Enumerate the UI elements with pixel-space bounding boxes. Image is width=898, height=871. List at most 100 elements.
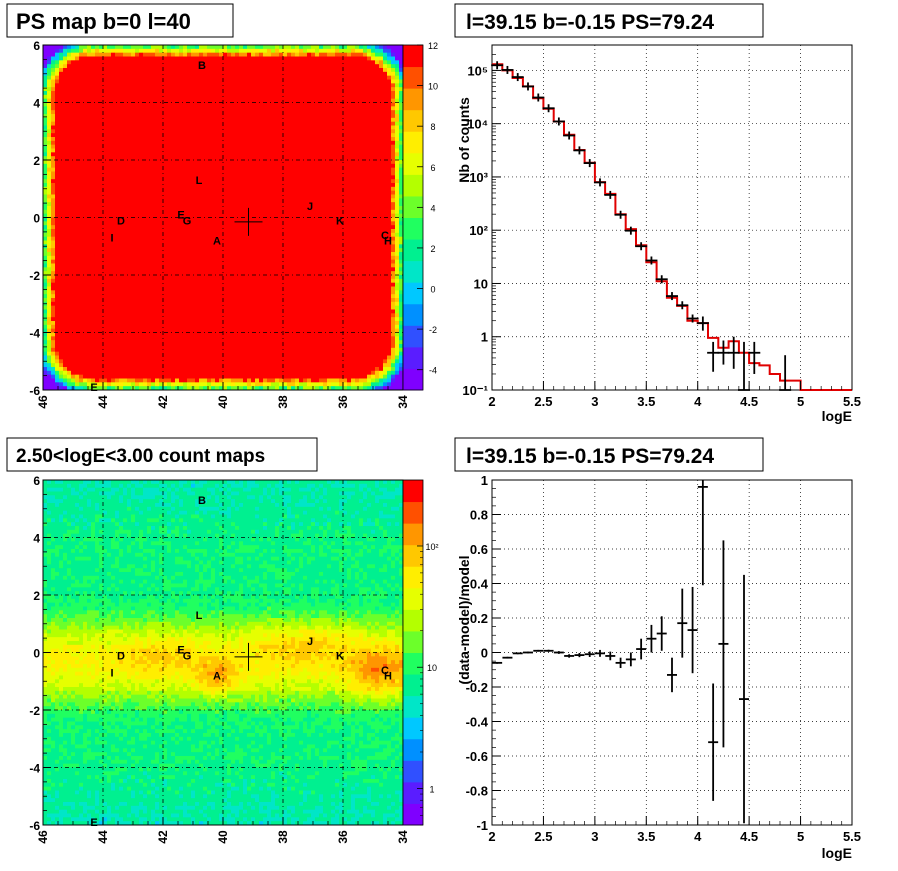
heatmap-cell bbox=[215, 190, 220, 195]
heatmap-cell bbox=[227, 255, 232, 261]
heatmap-cell bbox=[135, 186, 140, 192]
heatmap-cell bbox=[123, 56, 128, 61]
heatmap-cell bbox=[63, 114, 68, 119]
heatmap-cell bbox=[103, 206, 108, 211]
heatmap-cell bbox=[191, 363, 196, 368]
heatmap-cell bbox=[147, 125, 152, 130]
heatmap-cell bbox=[223, 198, 228, 203]
heatmap-cell bbox=[251, 98, 256, 103]
heatmap-cell bbox=[179, 363, 184, 368]
heatmap-cell bbox=[131, 202, 136, 207]
heatmap-cell bbox=[183, 301, 188, 307]
heatmap-cell bbox=[207, 317, 212, 322]
heatmap-cell bbox=[207, 359, 212, 364]
heatmap-cell bbox=[255, 309, 260, 314]
heatmap-cell bbox=[139, 106, 144, 111]
heatmap-cell bbox=[99, 332, 104, 337]
heatmap-cell bbox=[199, 87, 204, 92]
heatmap-cell bbox=[107, 94, 112, 100]
heatmap-cell bbox=[255, 64, 260, 69]
heatmap-cell bbox=[167, 91, 172, 96]
heatmap-cell bbox=[175, 344, 180, 349]
heatmap-cell bbox=[231, 317, 236, 322]
heatmap-cell bbox=[139, 198, 144, 203]
heatmap-cell bbox=[263, 52, 268, 57]
heatmap-cell bbox=[163, 367, 168, 372]
heatmap-cell bbox=[199, 221, 204, 226]
heatmap-cell bbox=[51, 367, 56, 372]
heatmap-cell bbox=[135, 244, 140, 249]
heatmap-cell bbox=[43, 206, 48, 211]
heatmap-cell bbox=[179, 48, 184, 54]
heatmap-cell bbox=[143, 240, 148, 245]
heatmap-cell bbox=[75, 98, 80, 103]
heatmap-cell bbox=[207, 156, 212, 161]
heatmap-cell bbox=[95, 125, 100, 130]
heatmap-cell bbox=[227, 87, 232, 92]
heatmap-cell bbox=[175, 160, 180, 165]
heatmap-cell bbox=[235, 87, 240, 92]
heatmap-cell bbox=[103, 374, 108, 379]
heatmap-cell bbox=[167, 217, 172, 222]
heatmap-cell bbox=[147, 344, 152, 349]
heatmap-cell bbox=[203, 324, 208, 330]
heatmap-cell bbox=[167, 374, 172, 379]
heatmap-cell bbox=[163, 275, 168, 280]
heatmap-cell bbox=[199, 179, 204, 184]
heatmap-cell bbox=[51, 137, 56, 142]
heatmap-cell bbox=[163, 137, 168, 142]
heatmap-cell bbox=[127, 236, 132, 241]
heatmap-cell bbox=[155, 91, 160, 96]
heatmap-cell bbox=[227, 71, 232, 77]
heatmap-cell bbox=[139, 125, 144, 130]
heatmap-cell bbox=[219, 382, 224, 387]
heatmap-cell bbox=[219, 71, 224, 77]
heatmap-cell bbox=[131, 98, 136, 103]
heatmap-cell bbox=[239, 244, 244, 249]
heatmap-cell bbox=[207, 175, 212, 180]
heatmap-cell bbox=[79, 340, 84, 345]
heatmap-cell bbox=[51, 259, 56, 264]
heatmap-cell bbox=[171, 117, 176, 123]
heatmap-cell bbox=[127, 87, 132, 92]
heatmap-cell bbox=[55, 171, 60, 176]
heatmap-cell bbox=[43, 56, 48, 61]
heatmap-cell bbox=[91, 340, 96, 345]
heatmap-cell bbox=[127, 217, 132, 222]
heatmap-cell bbox=[51, 324, 56, 330]
heatmap-cell bbox=[55, 305, 60, 310]
heatmap-cell bbox=[175, 75, 180, 80]
heatmap-cell bbox=[55, 45, 60, 50]
heatmap-cell bbox=[227, 110, 232, 115]
heatmap-cell bbox=[171, 305, 176, 310]
heatmap-cell bbox=[211, 52, 216, 57]
heatmap-cell bbox=[127, 64, 132, 69]
heatmap-cell bbox=[91, 125, 96, 130]
heatmap-cell bbox=[107, 305, 112, 310]
heatmap-cell bbox=[59, 133, 64, 138]
heatmap-cell bbox=[47, 321, 52, 326]
heatmap-cell bbox=[43, 347, 48, 353]
heatmap-cell bbox=[143, 179, 148, 184]
heatmap-cell bbox=[215, 183, 220, 188]
heatmap-cell bbox=[167, 378, 172, 383]
heatmap-cell bbox=[51, 133, 56, 138]
heatmap-cell bbox=[191, 117, 196, 123]
heatmap-cell bbox=[63, 305, 68, 310]
heatmap-cell bbox=[163, 121, 168, 126]
heatmap-cell bbox=[107, 267, 112, 272]
heatmap-cell bbox=[103, 114, 108, 119]
heatmap-cell bbox=[79, 229, 84, 234]
heatmap-cell bbox=[191, 94, 196, 100]
heatmap-cell bbox=[159, 148, 164, 153]
heatmap-cell bbox=[91, 336, 96, 341]
heatmap-cell bbox=[115, 363, 120, 368]
heatmap-cell bbox=[175, 117, 180, 123]
heatmap-cell bbox=[231, 305, 236, 310]
heatmap-cell bbox=[111, 301, 116, 307]
heatmap-cell bbox=[115, 344, 120, 349]
heatmap-cell bbox=[211, 271, 216, 276]
heatmap-cell bbox=[235, 117, 240, 123]
heatmap-cell bbox=[83, 79, 88, 84]
heatmap-cell bbox=[131, 68, 136, 73]
